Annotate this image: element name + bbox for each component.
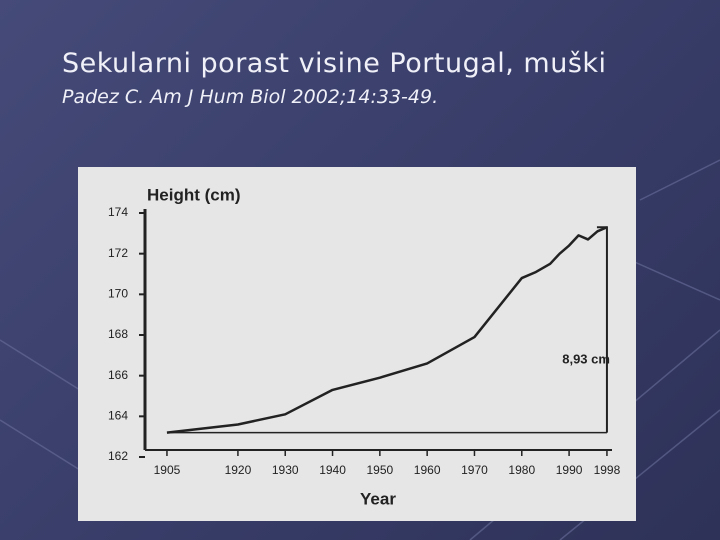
- y-tick-label: 174: [108, 205, 128, 219]
- x-tick-label: 1940: [319, 463, 346, 477]
- slide-title: Sekularni porast visine Portugal, muški: [62, 48, 607, 79]
- y-tick-label: 164: [108, 409, 128, 423]
- x-tick-label: 1950: [366, 463, 393, 477]
- slide-subtitle: Padez C. Am J Hum Biol 2002;14:33-49.: [62, 86, 439, 108]
- x-tick-label: 1998: [594, 463, 621, 477]
- y-axis-title: Height (cm): [147, 185, 241, 204]
- x-tick-label: 1960: [414, 463, 441, 477]
- difference-bracket: [596, 226, 608, 433]
- y-tick-label: 166: [108, 368, 128, 382]
- y-tick-label: 172: [108, 246, 128, 260]
- y-tick-label: 168: [108, 327, 128, 341]
- x-tick-label: 1930: [272, 463, 299, 477]
- x-tick-label: 1920: [225, 463, 252, 477]
- y-tick-label: 170: [108, 287, 128, 301]
- chart: Height (cm) Year 162 164 166 168 170 172 174 19…: [78, 167, 636, 521]
- x-tick-label: 1990: [556, 463, 583, 477]
- x-axis-title: Year: [360, 489, 396, 508]
- data-line: [166, 226, 608, 434]
- x-tick-label: 1905: [154, 463, 181, 477]
- annotation: 8,93 cm: [562, 351, 610, 366]
- y-tick-label: 162: [108, 449, 128, 463]
- x-tick-label: 1980: [508, 463, 535, 477]
- x-tick-label: 1970: [461, 463, 488, 477]
